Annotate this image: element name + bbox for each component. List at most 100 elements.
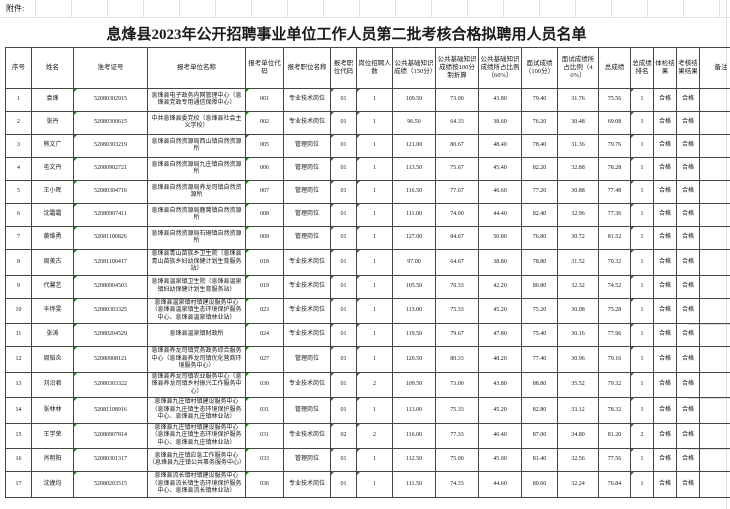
cell-rank: 2 — [630, 422, 654, 449]
cell-interview: 77.40 — [521, 346, 558, 373]
cell-base_150: 116.00 — [392, 422, 436, 449]
cell-id: 52080301317 — [73, 448, 148, 472]
cell-seq: 1 — [5, 88, 32, 112]
cell-rank: 1 — [630, 180, 654, 204]
cell-unit: 息烽县流长镇村镇建设服务中心（息烽县流长镇生态环境保护服务中心、息烽县流长镇林业… — [147, 471, 246, 498]
table-row: 6 沈霜霜 52080907411 息烽县自然资源局鹿窝镇自然资源所 008 管理岗位 01… — [5, 203, 730, 227]
col-header-base_100: 公共基础知识成绩按100分制折算 — [435, 47, 479, 89]
attachment-label: 附件: — [6, 4, 25, 13]
col-header-seq: 序号 — [5, 47, 32, 89]
cell-pos_code: 01 — [330, 249, 357, 276]
cell-id: 52080303325 — [73, 297, 148, 324]
cell-base_100: 79.67 — [435, 323, 479, 347]
cell-assess: 合格 — [676, 111, 700, 135]
cell-physical: 合格 — [653, 422, 677, 449]
cell-unit: 息烽县九庄镇村镇建设服务中心（息烽县九庄镇生态环境保护服务中心、息烽县九庄镇林业… — [147, 422, 246, 449]
cell-unit: 息烽县温泉镇村镇建设服务中心（息烽县温泉镇生态环境保护服务中心、息烽县温泉镇林业… — [147, 297, 246, 324]
col-header-interview_40pct: 面试成绩所占比例（40%） — [557, 47, 599, 89]
cell-recruit: 1 — [356, 88, 393, 112]
cell-seq: 10 — [5, 297, 32, 324]
cell-name: 黄维勇 — [31, 226, 74, 250]
cell-interview_40pct: 32.32 — [557, 274, 599, 299]
cell-interview: 76.20 — [521, 111, 558, 135]
cell-recruit: 1 — [356, 226, 393, 250]
cell-base_100: 77.67 — [435, 180, 479, 204]
cell-recruit: 1 — [356, 180, 393, 204]
cell-physical: 合格 — [653, 111, 677, 135]
cell-base_60pct: 48.20 — [478, 346, 522, 373]
cell-remark — [699, 249, 730, 276]
cell-physical: 合格 — [653, 134, 677, 158]
col-header-id: 准考证号 — [73, 47, 148, 89]
cell-rank: 1 — [630, 448, 654, 472]
cell-interview_40pct: 32.96 — [557, 203, 599, 227]
cell-rank: 1 — [630, 323, 654, 347]
cell-assess: 合格 — [676, 274, 700, 299]
cell-assess: 合格 — [676, 297, 700, 324]
cell-base_100: 73.00 — [435, 88, 479, 112]
cell-remark — [699, 111, 730, 135]
cell-physical: 合格 — [653, 157, 677, 181]
cell-interview_40pct: 34.80 — [557, 422, 599, 449]
cell-name: 张丹 — [31, 111, 74, 135]
cell-physical: 合格 — [653, 203, 677, 227]
cell-seq: 5 — [5, 180, 32, 204]
cell-total: 76.84 — [598, 471, 631, 498]
cell-rank: 1 — [630, 274, 654, 299]
cell-base_100: 74.00 — [435, 203, 479, 227]
cell-name: 代馨艺 — [31, 274, 74, 299]
table-row: 10 辛烨雯 52080303325 息烽县温泉镇村镇建设服务中心（息烽县温泉镇生态环… — [5, 297, 730, 324]
cell-base_150: 121.00 — [392, 134, 436, 158]
cell-id: 52080302915 — [73, 88, 148, 112]
header-row: 序号 姓名 准考证号 报考单位名称 报考单位代码 报考职位名称 报考职位代码 岗位招聘人数 公共… — [5, 47, 730, 89]
cell-unit_code: 018 — [245, 249, 284, 276]
cell-assess: 合格 — [676, 180, 700, 204]
table-row: 14 张林林 52081108916 息烽县九庄镇村镇建设服务中心（息烽县九庄镇生态环… — [5, 397, 730, 424]
cell-seq: 11 — [5, 323, 32, 347]
cell-unit_code: 027 — [245, 346, 284, 373]
cell-seq: 3 — [5, 134, 32, 158]
cell-seq: 2 — [5, 111, 32, 135]
cell-remark — [699, 134, 730, 158]
cell-unit_code: 006 — [245, 157, 284, 181]
cell-base_60pct: 43.80 — [478, 371, 522, 398]
cell-base_150: 111.50 — [392, 471, 436, 498]
table-header: 序号 姓名 准考证号 报考单位名称 报考单位代码 报考职位名称 报考职位代码 岗位招聘人数 公共… — [5, 47, 730, 89]
cell-total: 74.52 — [598, 274, 631, 299]
cell-unit: 息烽县温泉镇卫生院（息烽县温泉镇妇幼保健计划生育服务站） — [147, 274, 246, 299]
cell-remark — [699, 180, 730, 204]
cell-base_150: 96.50 — [392, 111, 436, 135]
cell-position: 专业技术岗位 — [283, 88, 331, 112]
cell-pos_code: 01 — [330, 346, 357, 373]
cell-id: 52080304716 — [73, 180, 148, 204]
cell-pos_code: 01 — [330, 448, 357, 472]
cell-total: 77.96 — [598, 323, 631, 347]
cell-id: 52080204529 — [73, 323, 148, 347]
cell-position: 管理岗位 — [283, 226, 331, 250]
cell-base_150: 120.50 — [392, 346, 436, 373]
cell-unit: 息烽县青山苗族乡卫生院（息烽县青山苗族乡妇幼保健计划生育服务站） — [147, 249, 246, 276]
cell-total: 78.32 — [598, 397, 631, 424]
col-header-interview: 面试成绩（100分） — [521, 47, 558, 89]
table-row: 2 张丹 52080300615 中共息烽县委党校（息烽县社会主义学校） 002 专业技术… — [5, 111, 730, 135]
cell-base_100: 77.33 — [435, 422, 479, 449]
cell-total: 78.28 — [598, 157, 631, 181]
cell-unit: 息烽县自然资源局九庄镇自然资源所 — [147, 157, 246, 181]
cell-assess: 合格 — [676, 134, 700, 158]
cell-rank: 1 — [630, 346, 654, 373]
cell-position: 专业技术岗位 — [283, 249, 331, 276]
cell-interview: 88.80 — [521, 371, 558, 398]
cell-total: 79.76 — [598, 134, 631, 158]
spreadsheet-grid-top — [0, 0, 730, 18]
cell-rank: 1 — [630, 397, 654, 424]
cell-name: 王学荣 — [31, 422, 74, 449]
cell-physical: 合格 — [653, 297, 677, 324]
cell-physical: 合格 — [653, 346, 677, 373]
cell-base_150: 112.50 — [392, 448, 436, 472]
page-title: 息烽县2023年公开招聘事业单位工作人员第二批考核合格拟聘用人员名单 — [106, 26, 587, 43]
cell-base_150: 111.00 — [392, 203, 436, 227]
cell-seq: 17 — [5, 471, 32, 498]
cell-unit: 息烽县自然资源局石硐镇自然资源所 — [147, 226, 246, 250]
cell-base_60pct: 46.60 — [478, 180, 522, 204]
cell-assess: 合格 — [676, 203, 700, 227]
